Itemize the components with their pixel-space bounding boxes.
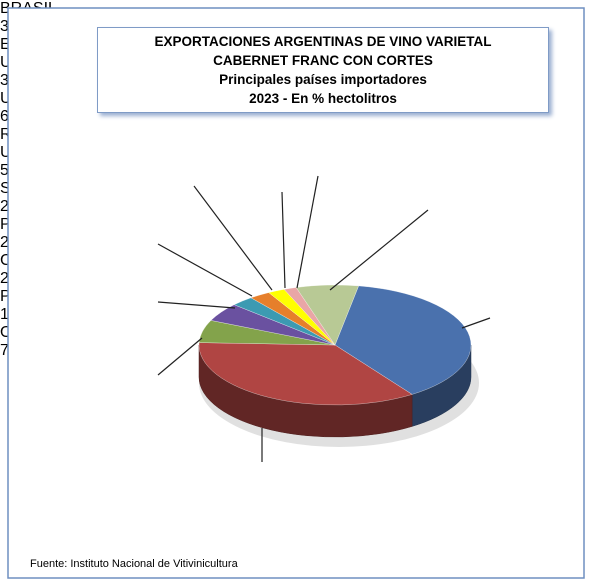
- leader-line: [296, 175, 319, 289]
- slice: [334, 285, 472, 395]
- leader-line: [329, 209, 429, 291]
- leader-line: [157, 337, 203, 376]
- leader-line: [157, 243, 253, 297]
- chart-title: EXPORTACIONES ARGENTINAS DE VINO VARIETA…: [154, 34, 492, 68]
- leader-line: [281, 191, 286, 289]
- leader-line: [157, 301, 236, 309]
- subtitle: 2023 - En % hectolitros: [249, 91, 397, 106]
- slice: [295, 284, 359, 346]
- title-box: EXPORTACIONES ARGENTINAS DE VINO VARIETA…: [97, 27, 549, 113]
- leader-line: [193, 185, 273, 291]
- leader-line: [461, 317, 491, 329]
- subtitle: Principales países importadores: [219, 72, 427, 87]
- source: Fuente: Instituto Nacional de Vitivinicu…: [30, 558, 238, 570]
- slice: [198, 342, 413, 406]
